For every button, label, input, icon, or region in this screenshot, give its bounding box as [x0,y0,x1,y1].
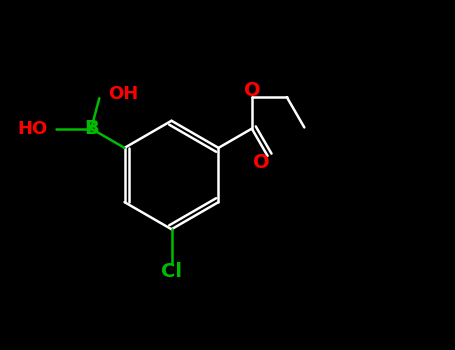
Text: O: O [253,153,269,172]
Text: B: B [84,119,99,138]
Text: HO: HO [17,120,47,138]
Text: Cl: Cl [161,262,182,281]
Text: O: O [244,81,261,100]
Text: OH: OH [108,85,138,103]
